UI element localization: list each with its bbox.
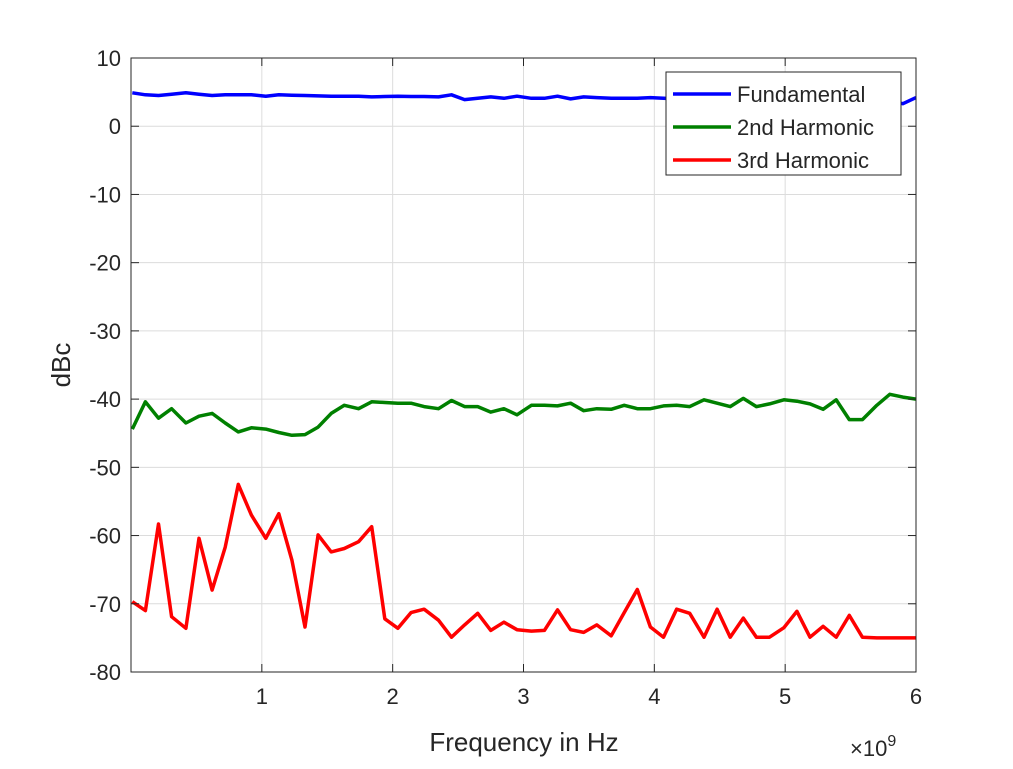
y-tick-label: -50 <box>89 455 121 480</box>
x-axis-exponent: ×109 <box>850 733 896 761</box>
x-axis-label: Frequency in Hz <box>429 727 618 757</box>
x-tick-label: 1 <box>256 684 268 709</box>
x-tick-label: 5 <box>779 684 791 709</box>
series-line-2nd-harmonic <box>130 392 917 438</box>
x-tick-label: 2 <box>387 684 399 709</box>
series-line-3rd-harmonic <box>131 482 916 640</box>
y-tick-label: -10 <box>89 182 121 207</box>
x-exponent-base: ×10 <box>850 736 887 761</box>
x-tick-label: 3 <box>517 684 529 709</box>
y-tick-label: 10 <box>97 46 121 71</box>
x-exponent-power: 9 <box>887 733 896 750</box>
legend-entry: 3rd Harmonic <box>737 148 869 173</box>
y-tick-label: -30 <box>89 319 121 344</box>
x-tick-label: 6 <box>910 684 922 709</box>
x-tick-label: 4 <box>648 684 660 709</box>
y-tick-label: -40 <box>89 387 121 412</box>
y-axis-label: dBc <box>46 343 76 388</box>
y-tick-label: -20 <box>89 251 121 276</box>
y-tick-label: -80 <box>89 660 121 685</box>
y-tick-label: 0 <box>109 114 121 139</box>
legend-entry: Fundamental <box>737 82 865 107</box>
ticks: 1 2 3 4 5 6 10 0 -10 -20 -30 -40 -50 -60 -70 -80 <box>89 46 922 709</box>
legend-box <box>665 71 902 176</box>
y-tick-label: -70 <box>89 592 121 617</box>
y-tick-label: -60 <box>89 524 121 549</box>
legend: Fundamental 2nd Harmonic 3rd Harmonic <box>665 71 902 176</box>
legend-entry: 2nd Harmonic <box>737 115 874 140</box>
